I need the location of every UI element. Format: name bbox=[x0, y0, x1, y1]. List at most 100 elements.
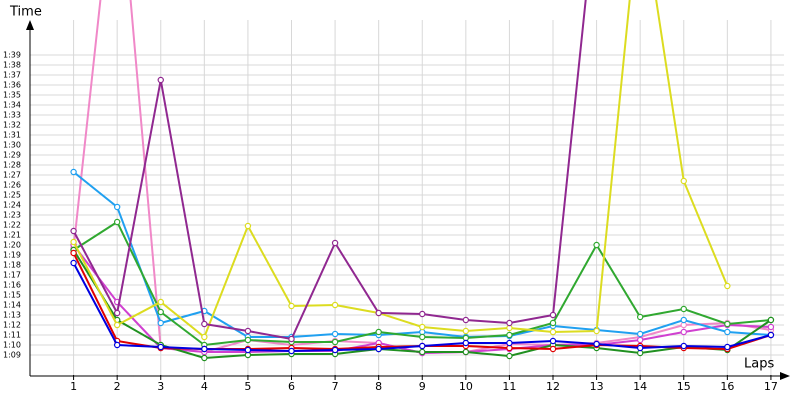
point bbox=[767, 323, 775, 331]
y-tick-label: 1:20 bbox=[3, 241, 21, 250]
point bbox=[70, 259, 77, 267]
y-tick-label: 1:18 bbox=[3, 261, 21, 270]
series-group bbox=[70, 0, 775, 362]
point bbox=[506, 331, 513, 339]
point bbox=[288, 335, 295, 343]
y-tick-label: 1:36 bbox=[3, 81, 21, 90]
y-tick-label: 1:12 bbox=[3, 321, 21, 330]
x-tick-label: 8 bbox=[375, 380, 382, 393]
point bbox=[462, 327, 470, 335]
point bbox=[549, 337, 557, 345]
point bbox=[201, 345, 208, 353]
point bbox=[680, 305, 687, 313]
point bbox=[419, 310, 426, 318]
point bbox=[767, 331, 775, 339]
x-tick-label: 12 bbox=[546, 380, 560, 393]
x-tick-label: 16 bbox=[720, 380, 734, 393]
y-tick-label: 1:39 bbox=[3, 51, 21, 60]
y-tick-label: 1:31 bbox=[3, 131, 21, 140]
y-tick-label: 1:17 bbox=[3, 271, 21, 280]
point bbox=[506, 352, 513, 360]
x-tick-label: 5 bbox=[244, 380, 251, 393]
x-tick-label: 13 bbox=[590, 380, 604, 393]
point bbox=[244, 222, 252, 230]
y-tick-label: 1:33 bbox=[3, 111, 21, 120]
point bbox=[157, 343, 164, 351]
y-axis-title: Time bbox=[9, 5, 42, 20]
x-tick-label: 9 bbox=[419, 380, 426, 393]
y-tick-label: 1:26 bbox=[3, 181, 21, 190]
x-tick-label: 15 bbox=[677, 380, 691, 393]
y-tick-label: 1:29 bbox=[3, 151, 21, 160]
point bbox=[724, 328, 731, 336]
y-axis-arrow bbox=[26, 20, 34, 30]
point bbox=[201, 333, 208, 341]
point bbox=[680, 342, 687, 350]
point bbox=[636, 330, 644, 338]
point bbox=[331, 338, 339, 346]
y-tick-label: 1:38 bbox=[3, 61, 21, 70]
point bbox=[724, 320, 731, 328]
point bbox=[419, 333, 426, 341]
point bbox=[244, 346, 252, 354]
x-tick-label: 1 bbox=[70, 380, 77, 393]
point bbox=[70, 168, 77, 176]
x-tick-label: 11 bbox=[502, 380, 516, 393]
point bbox=[113, 203, 121, 211]
point bbox=[549, 319, 557, 327]
point bbox=[462, 348, 470, 356]
point bbox=[636, 336, 644, 344]
point bbox=[549, 345, 557, 353]
point bbox=[70, 227, 77, 235]
y-tick-label: 1:21 bbox=[3, 231, 21, 240]
point bbox=[244, 336, 252, 344]
point bbox=[680, 328, 687, 336]
point bbox=[157, 298, 164, 306]
x-tick-label: 3 bbox=[157, 380, 164, 393]
point bbox=[419, 342, 426, 350]
point bbox=[288, 347, 295, 355]
point bbox=[419, 348, 426, 356]
y-tick-label: 1:32 bbox=[3, 121, 21, 130]
point bbox=[201, 354, 208, 362]
y-tick-label: 1:35 bbox=[3, 91, 21, 100]
x-axis-arrow bbox=[780, 372, 790, 380]
x-axis-title: Laps bbox=[744, 357, 774, 372]
x-tick-label: 7 bbox=[332, 380, 339, 393]
point bbox=[113, 309, 121, 317]
point bbox=[549, 328, 557, 336]
y-tick-label: 1:15 bbox=[3, 291, 21, 300]
point bbox=[767, 316, 775, 324]
point bbox=[593, 241, 600, 249]
y-tick-label: 1:13 bbox=[3, 311, 21, 320]
point bbox=[201, 320, 208, 328]
point bbox=[724, 343, 731, 351]
point bbox=[593, 327, 600, 335]
point bbox=[462, 339, 470, 347]
x-tick-label: 17 bbox=[764, 380, 778, 393]
point bbox=[331, 301, 339, 309]
point bbox=[288, 302, 295, 310]
y-tick-label: 1:27 bbox=[3, 171, 21, 180]
point bbox=[375, 328, 382, 336]
x-tick-label: 6 bbox=[288, 380, 295, 393]
y-tick-label: 1:28 bbox=[3, 161, 21, 170]
point bbox=[375, 309, 382, 317]
y-tick-label: 1:24 bbox=[3, 201, 21, 210]
point bbox=[375, 345, 382, 353]
point bbox=[680, 177, 687, 185]
y-tick-label: 1:09 bbox=[3, 351, 21, 360]
y-tick-label: 1:25 bbox=[3, 191, 21, 200]
y-tick-label: 1:14 bbox=[3, 301, 21, 310]
point bbox=[113, 321, 121, 329]
point bbox=[331, 330, 339, 338]
y-tick-label: 1:10 bbox=[3, 341, 21, 350]
y-tick-label: 1:11 bbox=[3, 331, 21, 340]
point bbox=[244, 327, 252, 335]
series-line bbox=[72, 0, 729, 339]
point bbox=[724, 282, 731, 290]
point bbox=[462, 316, 470, 324]
y-tick-label: 1:19 bbox=[3, 251, 21, 260]
point bbox=[113, 218, 121, 226]
